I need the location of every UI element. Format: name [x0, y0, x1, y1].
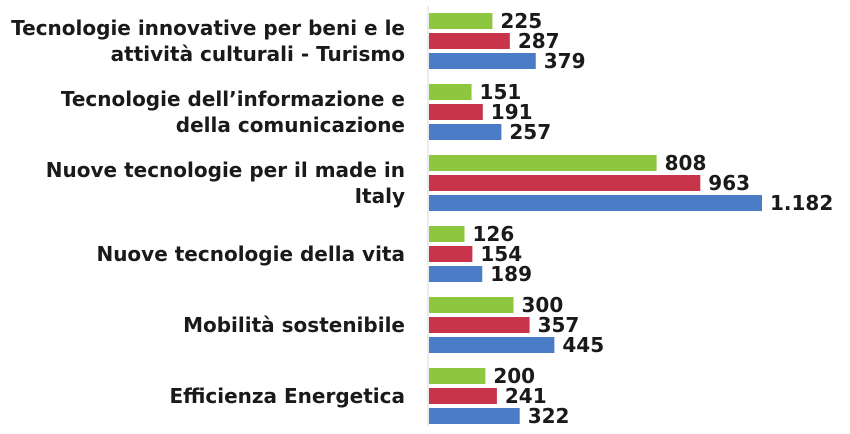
bar	[429, 246, 473, 262]
data-label: 257	[509, 120, 551, 144]
data-label: 189	[490, 262, 532, 286]
category-label-line: attività culturali - Turismo	[111, 42, 405, 66]
data-label: 445	[562, 333, 604, 357]
bar	[429, 297, 514, 313]
data-label: 287	[518, 29, 560, 53]
bar	[429, 155, 657, 171]
data-label: 126	[472, 222, 514, 246]
bar	[429, 84, 472, 100]
category-label: Nuove tecnologie per il made in Italy	[46, 158, 405, 208]
category-label: Efficienza Energetica	[169, 384, 405, 408]
bar	[429, 13, 493, 29]
bar	[429, 124, 502, 140]
bar	[429, 317, 530, 333]
data-label: 300	[522, 293, 564, 317]
category-label: Mobilità sostenibile	[183, 313, 405, 337]
bar	[429, 368, 486, 384]
bar	[429, 195, 762, 211]
data-label: 225	[500, 9, 542, 33]
bar	[429, 33, 510, 49]
category-label-line: Nuove tecnologie della vita	[96, 242, 405, 266]
bar	[429, 53, 536, 69]
category-label: Tecnologie dell’informazione e della comu…	[61, 87, 405, 137]
bar	[429, 175, 701, 191]
category-label-line: Mobilità sostenibile	[183, 313, 405, 337]
data-label: 808	[665, 151, 707, 175]
bar	[429, 104, 483, 120]
category-label: Nuove tecnologie della vita	[96, 242, 405, 266]
bar	[429, 408, 520, 424]
category-label-line: Tecnologie innovative per beni e le	[11, 16, 405, 40]
data-label: 191	[491, 100, 533, 124]
category-label-line: Efficienza Energetica	[169, 384, 405, 408]
bar	[429, 337, 555, 353]
category-label: Tecnologie innovative per beni e le attiv…	[11, 16, 405, 66]
data-label: 154	[480, 242, 522, 266]
data-label: 200	[493, 364, 535, 388]
data-label: 963	[708, 171, 750, 195]
data-label: 241	[505, 384, 547, 408]
bar	[429, 226, 465, 242]
data-label: 357	[538, 313, 580, 337]
category-label-line: Italy	[355, 184, 405, 208]
data-label: 322	[528, 404, 570, 428]
category-label-line: Nuove tecnologie per il made in	[46, 158, 405, 182]
bar	[429, 388, 497, 404]
bar	[429, 266, 483, 282]
category-label-line: della comunicazione	[176, 113, 405, 137]
category-label-line: Tecnologie dell’informazione e	[61, 87, 405, 111]
data-label: 151	[480, 80, 522, 104]
data-label: 379	[544, 49, 586, 73]
data-label: 1.182	[770, 191, 833, 215]
